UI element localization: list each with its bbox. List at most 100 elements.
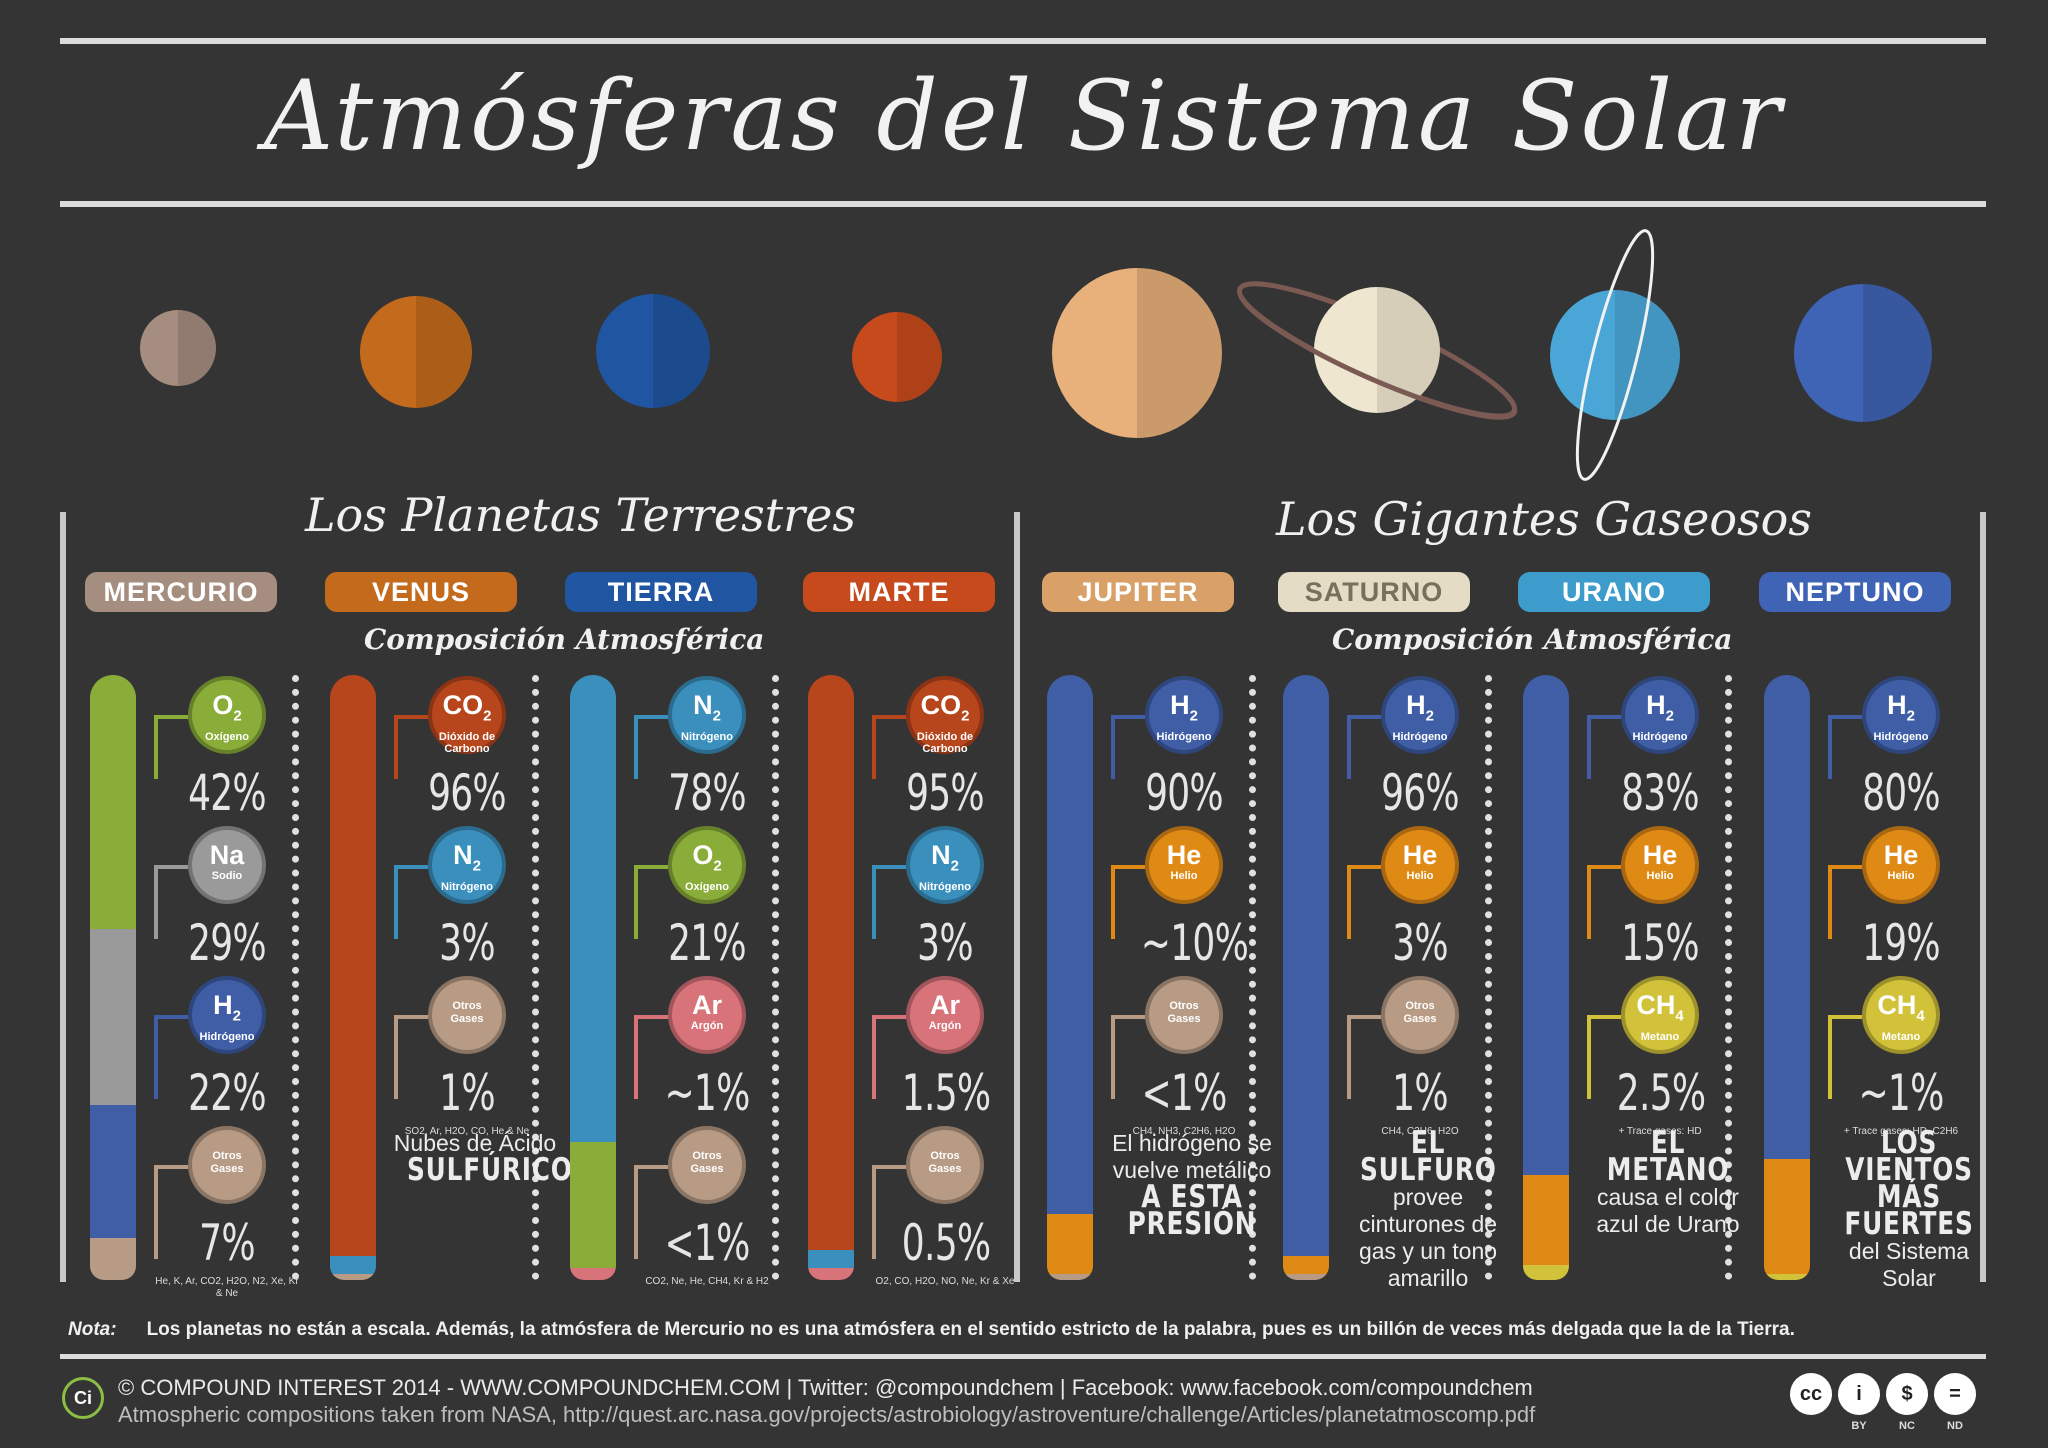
element-symbol: Ar — [929, 990, 960, 1020]
element-badge-otros: Otros Gases — [428, 976, 506, 1054]
percent-mercurio-o2: 42% — [188, 764, 267, 822]
gas-giants-title: Los Gigantes Gaseosos — [1276, 492, 1812, 546]
connector-tierra-2 — [634, 1015, 668, 1099]
note-body: provee cinturones de gas y un tono amari… — [1358, 1184, 1498, 1291]
element-badge-n2: N2 Nitrógeno — [668, 676, 746, 754]
title-rule — [60, 201, 1986, 207]
trace-gases-note: CO2, Ne, He, CH4, Kr & H2 — [645, 1276, 769, 1287]
element-badge-otros: Otros Gases — [1381, 976, 1459, 1054]
nd-icon: = — [1934, 1373, 1976, 1415]
connector-tierra-3 — [634, 1165, 668, 1259]
element-badge-he: He Helio — [1621, 826, 1699, 904]
note-body: del Sistema Solar — [1848, 1238, 1970, 1291]
bar-segment-mercurio-otros — [90, 1237, 136, 1280]
note-emphasis: A ESTA PRESIÓN — [1127, 1179, 1257, 1242]
bar-segment-urano-he — [1523, 1174, 1569, 1265]
element-name: Oxígeno — [684, 881, 729, 894]
planet-tag-marte: MARTE — [803, 572, 995, 612]
bar-neptuno — [1764, 675, 1810, 1280]
by-label: BY — [1851, 1420, 1867, 1432]
bar-segment-mercurio-o2 — [90, 675, 136, 930]
element-symbol: He — [1642, 840, 1678, 870]
percent-saturno-h2: 96% — [1381, 764, 1460, 822]
connector-saturno-0 — [1347, 715, 1381, 779]
element-symbol: Otros — [452, 1000, 482, 1012]
right-frame — [1980, 512, 1986, 1282]
note-body: causa el color azul de Urano — [1596, 1184, 1740, 1237]
element-badge-o2: O2 Oxígeno — [668, 826, 746, 904]
element-badge-otros: Otros Gases — [1145, 976, 1223, 1054]
connector-saturno-2 — [1347, 1015, 1381, 1099]
percent-mercurio-na: 29% — [188, 914, 267, 972]
element-symbol: CO2 — [920, 690, 970, 725]
note-label: Nota: — [68, 1319, 117, 1340]
percent-marte-co2: 95% — [906, 764, 985, 822]
element-badge-he: He Helio — [1145, 826, 1223, 904]
percent-neptuno-he: 19% — [1862, 914, 1941, 972]
connector-marte-2 — [872, 1015, 906, 1099]
element-badge-otros: Otros Gases — [906, 1126, 984, 1204]
connector-urano-0 — [1587, 715, 1621, 779]
connector-mercurio-1 — [154, 865, 188, 939]
column-separator — [292, 675, 299, 1280]
element-badge-na: Na Sodio — [188, 826, 266, 904]
element-symbol: N2 — [931, 840, 959, 875]
percent-neptuno-ch4: ~1% — [1858, 1064, 1944, 1122]
composition-subtitle-gas: Composición Atmosférica — [1332, 623, 1733, 656]
connector-saturno-1 — [1347, 865, 1381, 939]
element-symbol: Na — [209, 840, 245, 870]
element-symbol: O2 — [692, 840, 722, 875]
bar-segment-tierra-n2 — [570, 675, 616, 1143]
uranus-planet — [1550, 229, 1680, 481]
bar-segment-tierra-o2 — [570, 1142, 616, 1268]
element-name: Nitrógeno — [441, 881, 493, 894]
connector-tierra-0 — [634, 715, 668, 779]
column-separator — [1725, 675, 1732, 1280]
bar-segment-marte-ar — [808, 1267, 854, 1280]
element-name: Hidrógeno — [1632, 731, 1688, 744]
element-name: Gases — [690, 1163, 724, 1175]
planet-tag-saturno: SATURNO — [1278, 572, 1470, 612]
element-badge-co2: CO2 Dióxido de Carbono — [906, 676, 984, 755]
element-name: Hidrógeno — [1873, 731, 1929, 744]
planet-note-saturno: EL SULFURO provee cinturones de gas y un … — [1343, 1128, 1513, 1292]
connector-urano-1 — [1587, 865, 1621, 939]
element-symbol: CH4 — [1877, 990, 1925, 1025]
element-name: Helio — [1887, 870, 1915, 882]
connector-neptuno-0 — [1828, 715, 1862, 779]
element-badge-o2: O2 Oxígeno — [188, 676, 266, 754]
element-badge-ar: Ar Argón — [906, 976, 984, 1054]
bar-segment-urano-ch4 — [1523, 1264, 1569, 1280]
element-badge-he: He Helio — [1862, 826, 1940, 904]
bar-segment-venus-co2 — [330, 675, 376, 1256]
element-symbol: Otros — [1405, 1000, 1435, 1012]
mars-planet — [852, 312, 942, 402]
planet-tag-mercurio: MERCURIO — [85, 572, 277, 612]
element-name: Argón — [690, 1020, 724, 1032]
trace-gases-note: CH4, NH3, C2H6, H2O — [1132, 1126, 1236, 1137]
column-separator — [1485, 675, 1492, 1280]
source-line: Atmospheric compositions taken from NASA… — [118, 1402, 1536, 1427]
element-name: Nitrógeno — [681, 731, 733, 744]
footnote: Nota: Los planetas no están a escala. Ade… — [68, 1319, 1795, 1341]
percent-marte-n2: 3% — [917, 914, 973, 972]
bar-segment-jupiter-otros — [1047, 1274, 1093, 1280]
connector-marte-0 — [872, 715, 906, 779]
connector-jupiter-2 — [1111, 1015, 1145, 1099]
connector-urano-2 — [1587, 1015, 1621, 1099]
venus-planet — [360, 296, 472, 408]
trace-gases-note: SO2, Ar, H2O, CO, He & Ne — [404, 1126, 530, 1137]
element-badge-otros: Otros Gases — [668, 1126, 746, 1204]
neptune-planet — [1794, 284, 1932, 422]
element-name: Metano — [1881, 1031, 1921, 1044]
connector-jupiter-1 — [1111, 865, 1145, 939]
planet-tag-neptuno: NEPTUNO — [1759, 572, 1951, 612]
note-emphasis: EL METANO — [1606, 1125, 1730, 1188]
element-symbol: N2 — [453, 840, 481, 875]
bar-segment-urano-h2 — [1523, 675, 1569, 1175]
bar-segment-mercurio-h2 — [90, 1104, 136, 1238]
connector-mercurio-0 — [154, 715, 188, 779]
element-symbol: Ar — [691, 990, 722, 1020]
percent-saturno-he: 3% — [1392, 914, 1448, 972]
trace-gases-note: O2, CO, H2O, NO, Ne, Kr & Xe — [875, 1276, 1015, 1287]
